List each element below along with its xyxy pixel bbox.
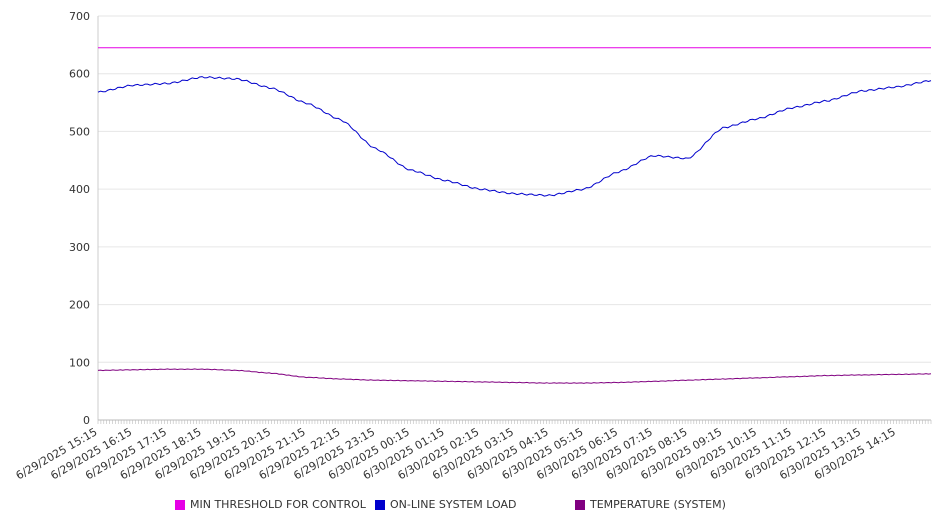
y-tick-label-300: 300 [69, 241, 90, 254]
y-tick-label-400: 400 [69, 183, 90, 196]
legend-item-temperature[interactable]: TEMPERATURE (SYSTEM) [575, 498, 726, 511]
y-tick-label-100: 100 [69, 356, 90, 369]
legend-item-load[interactable]: ON-LINE SYSTEM LOAD [375, 498, 516, 511]
legend-swatch-threshold [175, 499, 185, 510]
y-axis-ticks: 0 100 200 300 400 500 600 700 [69, 10, 90, 427]
legend-swatch-temperature [575, 499, 585, 510]
legend-item-threshold[interactable]: MIN THRESHOLD FOR CONTROL [175, 498, 366, 511]
legend-label-threshold: MIN THRESHOLD FOR CONTROL [190, 498, 366, 511]
legend-swatch-load [375, 499, 385, 510]
series-lines [97, 47, 932, 384]
y-tick-label-200: 200 [69, 299, 90, 312]
x-axis-minor-ticks [97, 420, 932, 424]
legend-label-load: ON-LINE SYSTEM LOAD [390, 498, 517, 511]
axes [97, 16, 931, 421]
grid-lines [98, 15, 931, 421]
legend-label-temperature: TEMPERATURE (SYSTEM) [590, 498, 726, 511]
y-tick-label-600: 600 [69, 68, 90, 81]
y-tick-label-0: 0 [83, 414, 90, 427]
legend: MIN THRESHOLD FOR CONTROL ON-LINE SYSTEM… [0, 498, 946, 514]
series-line-2 [97, 368, 932, 384]
x-axis-ticks: 6/29/2025 15:156/29/2025 16:156/29/2025 … [14, 420, 932, 482]
y-tick-label-500: 500 [69, 125, 90, 138]
series-line-1 [97, 76, 932, 197]
y-tick-label-700: 700 [69, 10, 90, 23]
